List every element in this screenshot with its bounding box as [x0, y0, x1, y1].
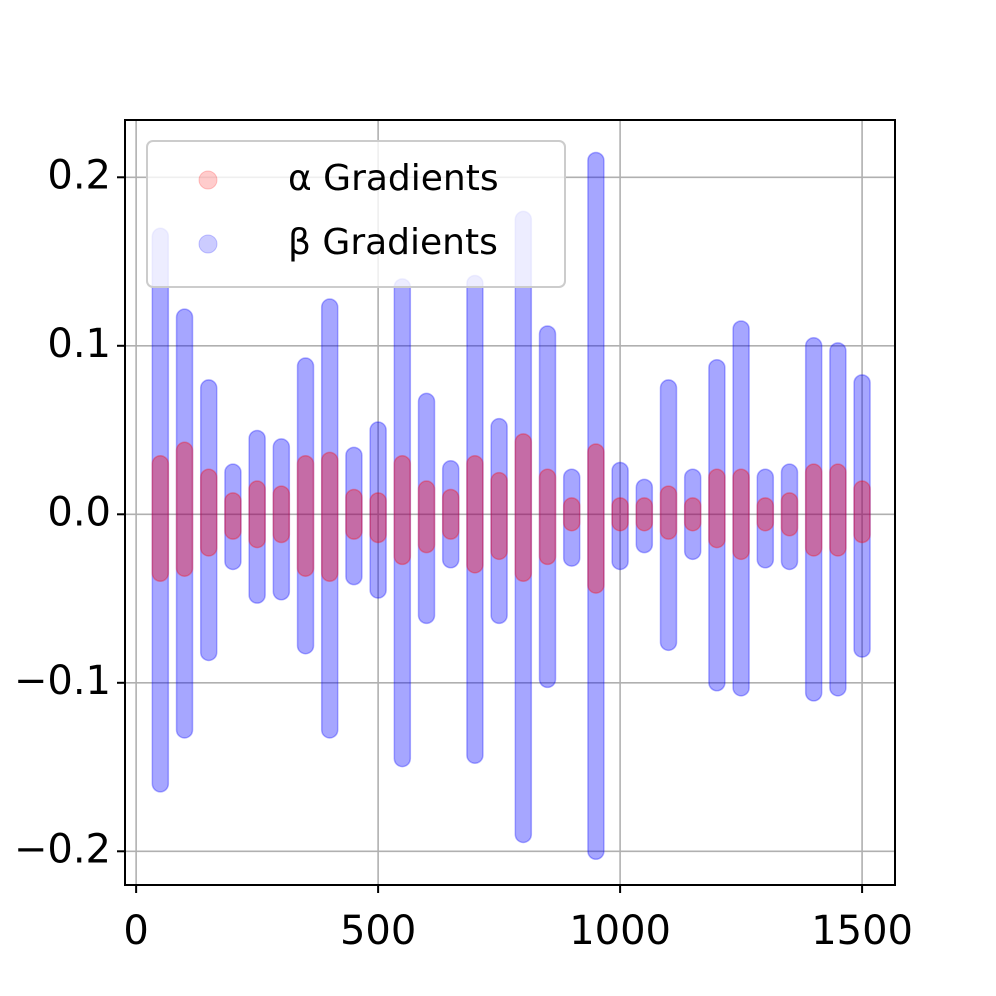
point-column [490, 417, 508, 625]
point-column [199, 468, 218, 557]
point-column [369, 492, 387, 544]
point-column [441, 460, 460, 569]
point-column [804, 337, 823, 702]
point-column [296, 454, 315, 577]
point-column [272, 438, 291, 601]
point-column [369, 421, 387, 599]
point-column [417, 480, 436, 554]
point-column [345, 488, 363, 540]
point-column [224, 492, 242, 540]
point-column [829, 342, 847, 697]
y-tick-label: −0.1 [14, 658, 111, 704]
point-column [635, 478, 654, 554]
legend-marker [198, 170, 218, 190]
point-column [732, 468, 750, 561]
y-tick-label: 0.2 [47, 152, 111, 198]
point-column [756, 468, 775, 569]
point-column [829, 463, 847, 557]
point-column [224, 463, 242, 571]
point-column [441, 488, 460, 540]
point-column [514, 433, 533, 583]
point-column [393, 454, 412, 566]
y-tick-label: 0.1 [47, 321, 111, 367]
point-column [587, 443, 605, 594]
y-tick-label: 0.0 [47, 489, 111, 535]
point-column [320, 451, 339, 583]
point-column [562, 497, 581, 532]
y-tick-label: −0.2 [14, 826, 111, 872]
axes-frame [124, 119, 896, 886]
legend: α Gradients β Gradients [146, 140, 566, 288]
point-column [320, 298, 339, 739]
x-tick-label: 1000 [569, 908, 671, 954]
point-column [683, 468, 702, 561]
point-column [417, 392, 436, 625]
point-column [611, 461, 629, 571]
point-column [708, 358, 726, 692]
point-column [659, 485, 678, 540]
point-column [732, 320, 750, 697]
point-column [853, 480, 871, 544]
point-column [466, 454, 484, 574]
point-column [853, 374, 871, 658]
point-column [635, 497, 654, 532]
legend-box [146, 140, 566, 288]
legend-label: α Gradients [288, 158, 499, 199]
legend-label: β Gradients [288, 222, 498, 263]
point-column [175, 308, 194, 739]
point-column [587, 151, 605, 861]
x-tick-label: 1500 [811, 908, 913, 954]
point-column [780, 492, 799, 537]
point-column [804, 463, 823, 557]
point-column [296, 357, 315, 655]
legend-marker [198, 234, 218, 254]
point-column [611, 497, 629, 532]
x-tick-label: 500 [340, 908, 416, 954]
ticks: 0 500 1000 1500 −0.2 −0.1 0.0 0.1 0.2 [14, 152, 913, 954]
point-column [490, 471, 508, 561]
point-column [683, 497, 702, 532]
point-column [708, 468, 726, 549]
point-column [248, 480, 266, 549]
point-column [659, 379, 678, 652]
point-column [756, 497, 775, 532]
point-column [175, 441, 194, 577]
point-column [780, 463, 799, 571]
point-column [272, 485, 291, 544]
point-column [538, 325, 557, 689]
x-tick-label: 0 [123, 908, 148, 954]
point-column [538, 468, 557, 566]
point-column [248, 429, 266, 604]
point-column [345, 446, 363, 586]
plot-area [151, 151, 871, 861]
point-column [199, 379, 218, 662]
point-column [562, 468, 581, 567]
point-column [151, 454, 170, 583]
